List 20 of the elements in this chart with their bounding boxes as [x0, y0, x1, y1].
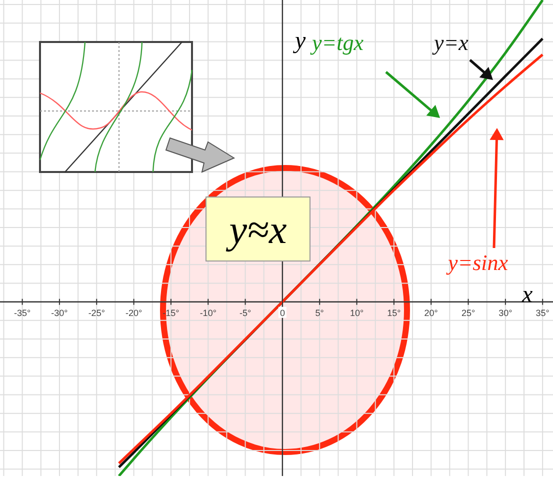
x-tick-label: 25° — [461, 308, 476, 318]
x-tick-label: 20° — [424, 308, 438, 318]
x-tick-label: -10° — [200, 308, 217, 318]
x-tick-label: -20° — [125, 308, 142, 318]
x-tick-label: 30° — [498, 308, 513, 318]
x-tick-label: -5° — [239, 308, 252, 318]
text: y=sinx — [446, 250, 508, 275]
x-tick-label: 5° — [315, 308, 324, 318]
x-tick-label: -35° — [14, 308, 31, 318]
y-axis-title: y — [293, 28, 306, 54]
x-tick-label: 35° — [536, 308, 550, 318]
x-tick-label: 10° — [350, 308, 364, 318]
series-label: y=x — [432, 30, 469, 55]
x-axis-title: x — [521, 282, 533, 308]
x-tick-label: 0 — [280, 308, 285, 318]
x-tick-label: 15° — [387, 308, 402, 318]
text: y=tgx — [310, 30, 364, 55]
annotation: y≈x — [225, 207, 287, 252]
x-tick-label: -30° — [51, 308, 68, 318]
x-tick-label: -25° — [88, 308, 106, 318]
